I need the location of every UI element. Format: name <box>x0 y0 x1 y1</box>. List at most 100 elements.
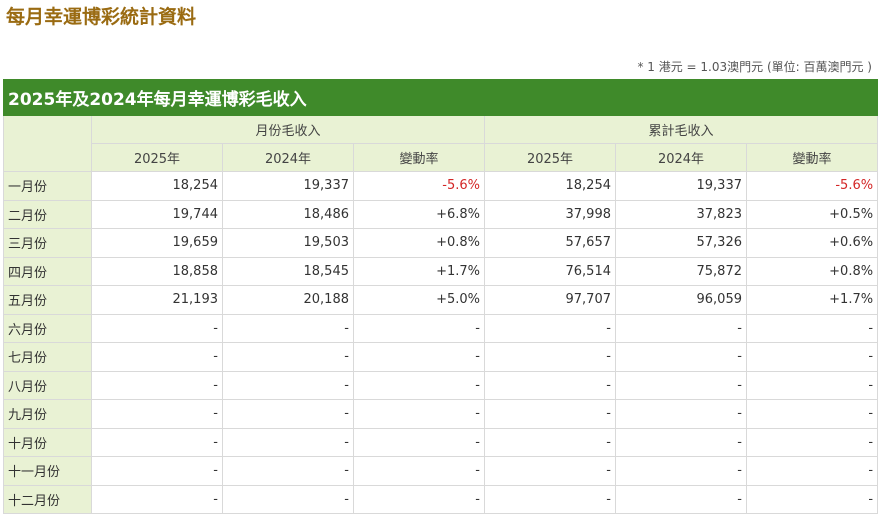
month-label: 七月份 <box>3 342 92 372</box>
table-cell: - <box>484 456 616 486</box>
table-cell: 96,059 <box>615 285 747 315</box>
month-label: 十一月份 <box>3 456 92 486</box>
group-header-cumulative: 累計毛收入 <box>483 115 879 144</box>
table-cell: - <box>353 456 485 486</box>
table-cell: - <box>222 427 354 457</box>
table-row: 十月份 - - - - - - <box>3 427 879 457</box>
table-cell: - <box>615 399 747 429</box>
table-cell: +0.5% <box>745 199 879 229</box>
table-row: 九月份 - - - - - - <box>3 399 879 429</box>
month-label: 九月份 <box>3 399 92 429</box>
table-cell: - <box>91 427 223 457</box>
table-cell: - <box>222 342 354 372</box>
revenue-table: 2025年及2024年每月幸運博彩毛收入 月份毛收入 累計毛收入 2025年 2… <box>2 79 879 514</box>
month-label: 一月份 <box>3 171 92 201</box>
table-cell: +5.0% <box>353 285 485 315</box>
col-header: 變動率 <box>745 143 879 172</box>
table-cell: 19,337 <box>222 171 354 201</box>
table-cell: - <box>353 399 485 429</box>
table-cell: - <box>91 313 223 343</box>
table-cell: - <box>91 399 223 429</box>
table-cell: - <box>353 342 485 372</box>
table-cell: - <box>91 484 223 514</box>
table-cell: - <box>484 370 616 400</box>
table-cell: 18,254 <box>91 171 223 201</box>
table-cell: 18,858 <box>91 256 223 286</box>
table-cell: - <box>484 427 616 457</box>
table-cell: - <box>615 370 747 400</box>
table-cell: +1.7% <box>745 285 879 315</box>
table-row: 十一月份 - - - - - - <box>3 456 879 486</box>
table-cell: - <box>745 370 879 400</box>
table-body: 一月份 18,254 19,337 -5.6% 18,254 19,337 -5.6% 二月份… <box>3 171 879 514</box>
table-cell: - <box>353 484 485 514</box>
table-cell: 37,998 <box>484 199 616 229</box>
table-cell: 19,744 <box>91 199 223 229</box>
table-cell: -5.6% <box>745 171 879 201</box>
col-header: 2025年 <box>91 143 223 172</box>
col-header: 2024年 <box>615 143 747 172</box>
table-cell: - <box>615 313 747 343</box>
table-caption: 2025年及2024年每月幸運博彩毛收入 <box>2 79 879 116</box>
table-cell: - <box>615 427 747 457</box>
table-cell: - <box>353 313 485 343</box>
month-label: 五月份 <box>3 285 92 315</box>
table-cell: +0.8% <box>353 228 485 258</box>
table-cell: +0.8% <box>745 256 879 286</box>
currency-note: * 1 港元 = 1.03澳門元 (單位: 百萬澳門元 ) <box>637 60 872 74</box>
month-label: 十二月份 <box>3 484 92 514</box>
table-cell: - <box>484 313 616 343</box>
col-header: 變動率 <box>353 143 485 172</box>
month-label: 八月份 <box>3 370 92 400</box>
group-header-monthly: 月份毛收入 <box>91 115 485 144</box>
table-row: 六月份 - - - - - - <box>3 313 879 343</box>
table-cell: - <box>484 342 616 372</box>
col-header: 2025年 <box>484 143 616 172</box>
month-label: 三月份 <box>3 228 92 258</box>
table-cell: - <box>745 427 879 457</box>
table-cell: 19,659 <box>91 228 223 258</box>
table-cell: 19,503 <box>222 228 354 258</box>
table-row: 五月份 21,193 20,188 +5.0% 97,707 96,059 +1.7% <box>3 285 879 315</box>
table-row: 四月份 18,858 18,545 +1.7% 76,514 75,872 +0.8% <box>3 256 879 286</box>
table-row: 七月份 - - - - - - <box>3 342 879 372</box>
table-cell: - <box>222 370 354 400</box>
table-cell: 97,707 <box>484 285 616 315</box>
table-cell: +1.7% <box>353 256 485 286</box>
table-cell: 37,823 <box>615 199 747 229</box>
table-cell: -5.6% <box>353 171 485 201</box>
table-cell: - <box>222 313 354 343</box>
table-cell: +6.8% <box>353 199 485 229</box>
table-cell: - <box>222 399 354 429</box>
table-cell: 18,486 <box>222 199 354 229</box>
table-cell: 75,872 <box>615 256 747 286</box>
table-row: 十二月份 - - - - - - <box>3 484 879 514</box>
table-cell: - <box>745 456 879 486</box>
col-header: 2024年 <box>222 143 354 172</box>
month-label: 六月份 <box>3 313 92 343</box>
table-cell: - <box>615 484 747 514</box>
table-cell: - <box>222 456 354 486</box>
month-header-blank <box>3 115 92 172</box>
table-cell: - <box>745 313 879 343</box>
table-cell: - <box>91 370 223 400</box>
table-cell: 21,193 <box>91 285 223 315</box>
table-row: 三月份 19,659 19,503 +0.8% 57,657 57,326 +0.6% <box>3 228 879 258</box>
table-cell: - <box>745 342 879 372</box>
table-cell: 57,326 <box>615 228 747 258</box>
table-cell: 19,337 <box>615 171 747 201</box>
table-cell: - <box>91 342 223 372</box>
table-cell: - <box>615 456 747 486</box>
table-cell: +0.6% <box>745 228 879 258</box>
table-cell: 57,657 <box>484 228 616 258</box>
table-cell: - <box>353 427 485 457</box>
month-label: 四月份 <box>3 256 92 286</box>
table-cell: 20,188 <box>222 285 354 315</box>
table-cell: - <box>745 484 879 514</box>
month-label: 十月份 <box>3 427 92 457</box>
month-label: 二月份 <box>3 199 92 229</box>
table-cell: - <box>353 370 485 400</box>
table-cell: - <box>222 484 354 514</box>
table-cell: 76,514 <box>484 256 616 286</box>
table-cell: 18,254 <box>484 171 616 201</box>
